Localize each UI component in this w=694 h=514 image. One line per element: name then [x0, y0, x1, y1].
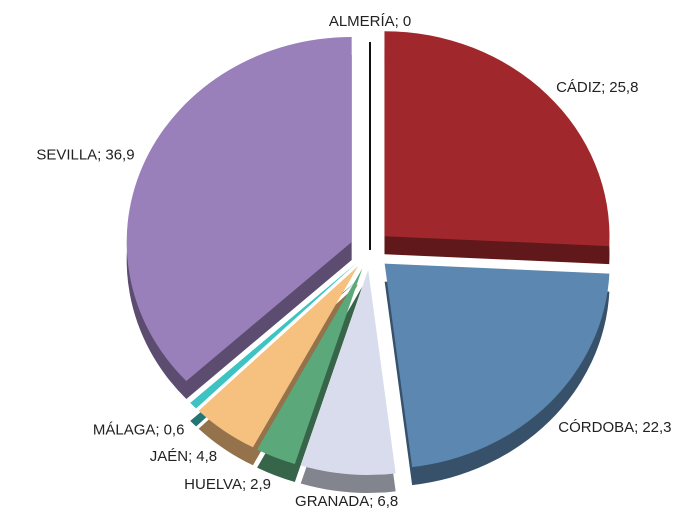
slice-label: GRANADA; 6,8 — [295, 493, 398, 510]
slice — [384, 263, 610, 468]
slice — [190, 263, 356, 409]
slice — [126, 36, 352, 382]
slice-label: ALMERÍA; 0 — [329, 13, 411, 30]
value-label: 6,8 — [377, 493, 398, 510]
slice-label: MÁLAGA; 0,6 — [93, 422, 185, 439]
category-label: GRANADA; — [295, 493, 373, 510]
slice — [198, 266, 359, 448]
category-label: CÓRDOBA; — [558, 419, 638, 436]
value-label: 2,9 — [250, 476, 271, 493]
value-label: 36,9 — [105, 147, 134, 164]
value-label: 0 — [403, 13, 411, 30]
value-label: 4,8 — [196, 448, 217, 465]
slice — [257, 268, 363, 465]
slice-label: HUELVA; 2,9 — [184, 476, 271, 493]
category-label: SEVILLA; — [36, 147, 101, 164]
slice-label: CÁDIZ; 25,8 — [556, 79, 638, 96]
slice — [300, 269, 396, 475]
category-label: JAÉN; — [150, 448, 193, 465]
slice — [384, 31, 610, 247]
value-label: 0,6 — [164, 422, 185, 439]
slice-label: CÓRDOBA; 22,3 — [558, 419, 671, 436]
value-label: 25,8 — [609, 79, 638, 96]
category-label: MÁLAGA; — [93, 422, 160, 439]
slice-label: SEVILLA; 36,9 — [36, 147, 134, 164]
category-label: ALMERÍA; — [329, 13, 399, 30]
category-label: HUELVA; — [184, 476, 246, 493]
category-label: CÁDIZ; — [556, 79, 605, 96]
value-label: 22,3 — [642, 419, 671, 436]
slice-label: JAÉN; 4,8 — [150, 448, 217, 465]
